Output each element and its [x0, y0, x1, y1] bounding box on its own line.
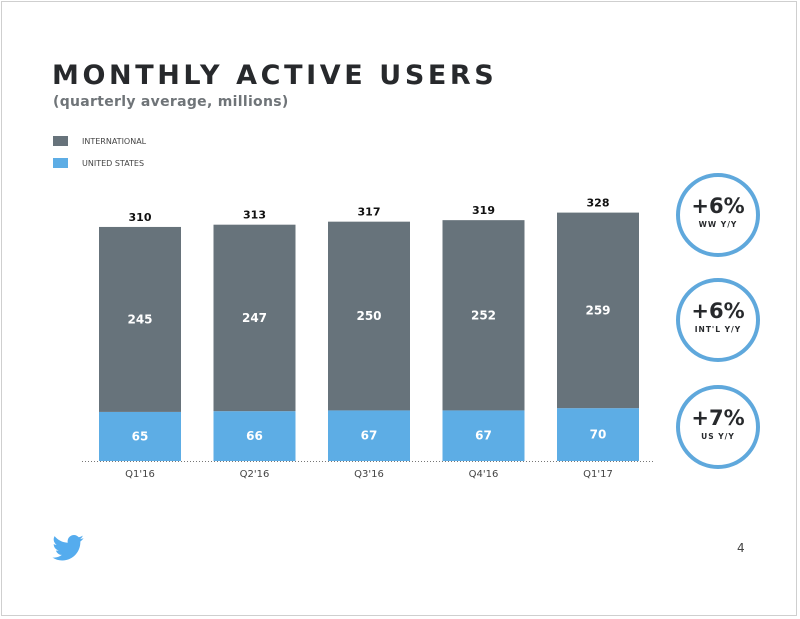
legend-united-states: UNITED STATES	[53, 158, 144, 168]
bar-value-label: 67	[361, 429, 378, 443]
chart-subtitle: (quarterly average, millions)	[53, 94, 289, 110]
bar-value-label: 245	[127, 312, 152, 326]
chart-title: MONTHLY ACTIVE USERS	[52, 60, 498, 91]
page-number: 4	[737, 541, 745, 555]
total-label: 328	[587, 197, 610, 210]
x-tick-label: Q4'16	[469, 469, 499, 480]
bar-value-label: 259	[585, 303, 610, 317]
bar-united-states	[213, 411, 296, 461]
total-label: 310	[129, 211, 152, 224]
bar-international	[442, 220, 525, 411]
bar-united-states	[99, 411, 181, 461]
bar-value-label: 70	[590, 428, 607, 442]
bar-international	[328, 221, 410, 411]
callout-label: WW Y/Y	[698, 220, 738, 229]
total-label: 319	[472, 204, 495, 217]
callout-intl: +6% INT'L Y/Y	[676, 278, 760, 362]
legend-international: INTERNATIONAL	[53, 136, 146, 146]
bar-united-states	[557, 408, 639, 461]
callout-value: +6%	[691, 299, 745, 323]
bar-value-label: 250	[356, 309, 381, 323]
x-tick-label: Q3'16	[354, 469, 384, 480]
callout-label: US Y/Y	[701, 432, 735, 441]
callout-value: +6%	[691, 194, 745, 218]
bar-value-label: 252	[471, 308, 496, 322]
bar-united-states	[328, 410, 410, 461]
twitter-bird-icon	[52, 535, 84, 561]
x-tick-label: Q1'17	[583, 469, 613, 480]
bar-international	[557, 212, 639, 409]
total-label: 313	[243, 209, 266, 222]
legend-label: UNITED STATES	[82, 158, 145, 168]
legend-swatch-international	[53, 136, 68, 146]
callout-label: INT'L Y/Y	[694, 325, 742, 334]
bar-value-label: 67	[475, 429, 492, 443]
bar-value-label: 66	[246, 429, 263, 443]
legend-label: INTERNATIONAL	[82, 136, 147, 146]
bar-value-label: 247	[242, 311, 267, 325]
bar-international	[99, 226, 181, 412]
callout-us: +7% US Y/Y	[676, 385, 760, 469]
legend-swatch-united-states	[53, 158, 68, 168]
x-tick-label: Q2'16	[240, 469, 270, 480]
total-label: 317	[358, 206, 381, 219]
callout-ww: +6% WW Y/Y	[676, 173, 760, 257]
callout-value: +7%	[691, 406, 745, 430]
bar-international	[213, 224, 296, 412]
x-tick-label: Q1'16	[125, 469, 155, 480]
bar-united-states	[442, 410, 525, 461]
bar-value-label: 65	[132, 429, 149, 443]
